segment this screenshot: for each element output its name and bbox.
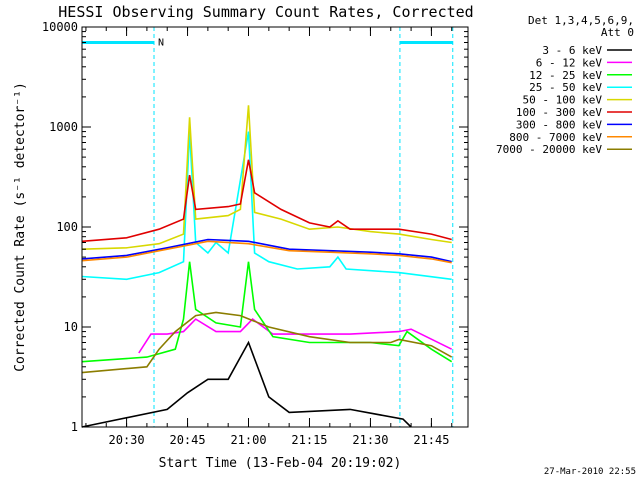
- x-tick-label: 20:30: [109, 433, 145, 447]
- legend-label: 300 - 800 keV: [516, 118, 602, 131]
- x-axis-ticks: 20:30 20:45 21:00 21:15 21:30 21:45: [85, 27, 453, 447]
- legend-label: 100 - 300 keV: [516, 106, 602, 119]
- series-line: [81, 238, 452, 263]
- legend-label: 800 - 7000 keV: [509, 131, 602, 144]
- chart-title: HESSI Observing Summary Count Rates, Cor…: [58, 3, 473, 21]
- legend-label: 12 - 25 keV: [529, 69, 602, 82]
- night-label: N: [158, 37, 164, 48]
- y-tick-label: 10000: [42, 20, 78, 34]
- y-tick-label: 10: [64, 320, 78, 334]
- series-line: [81, 105, 452, 250]
- footer-timestamp: 27-Mar-2010 22:55: [544, 467, 636, 477]
- legend-label: 25 - 50 keV: [529, 81, 602, 94]
- series-line: [81, 311, 453, 374]
- x-tick-label: 21:00: [230, 433, 266, 447]
- y-tick-label: 1: [71, 420, 78, 434]
- legend-label: 6 - 12 keV: [536, 56, 603, 69]
- legend-label: 7000 - 20000 keV: [496, 143, 602, 156]
- y-axis-ticks: 1 10 100 1000 10000: [42, 20, 468, 434]
- y-tick-label: 100: [56, 220, 78, 234]
- x-tick-label: 21:45: [413, 433, 449, 447]
- series-line: [138, 318, 453, 354]
- series-lines: [81, 105, 453, 428]
- legend-header-line2: Att 0: [601, 26, 634, 39]
- x-axis-label: Start Time (13-Feb-04 20:19:02): [159, 456, 402, 471]
- series-line: [81, 340, 412, 428]
- legend-label: 50 - 100 keV: [523, 94, 603, 107]
- series-line: [81, 240, 452, 264]
- y-axis-label: Corrected Count Rate (s⁻¹ detector⁻¹): [13, 82, 28, 372]
- legend-header-line1: Det 1,3,4,5,6,9,: [528, 14, 634, 27]
- series-line: [81, 131, 452, 281]
- x-tick-label: 20:45: [169, 433, 205, 447]
- x-tick-label: 21:15: [291, 433, 327, 447]
- y-tick-label: 1000: [49, 120, 78, 134]
- x-tick-label: 21:30: [352, 433, 388, 447]
- series-line: [81, 159, 452, 243]
- series-line: [81, 261, 453, 363]
- legend-label: 3 - 6 keV: [542, 44, 602, 57]
